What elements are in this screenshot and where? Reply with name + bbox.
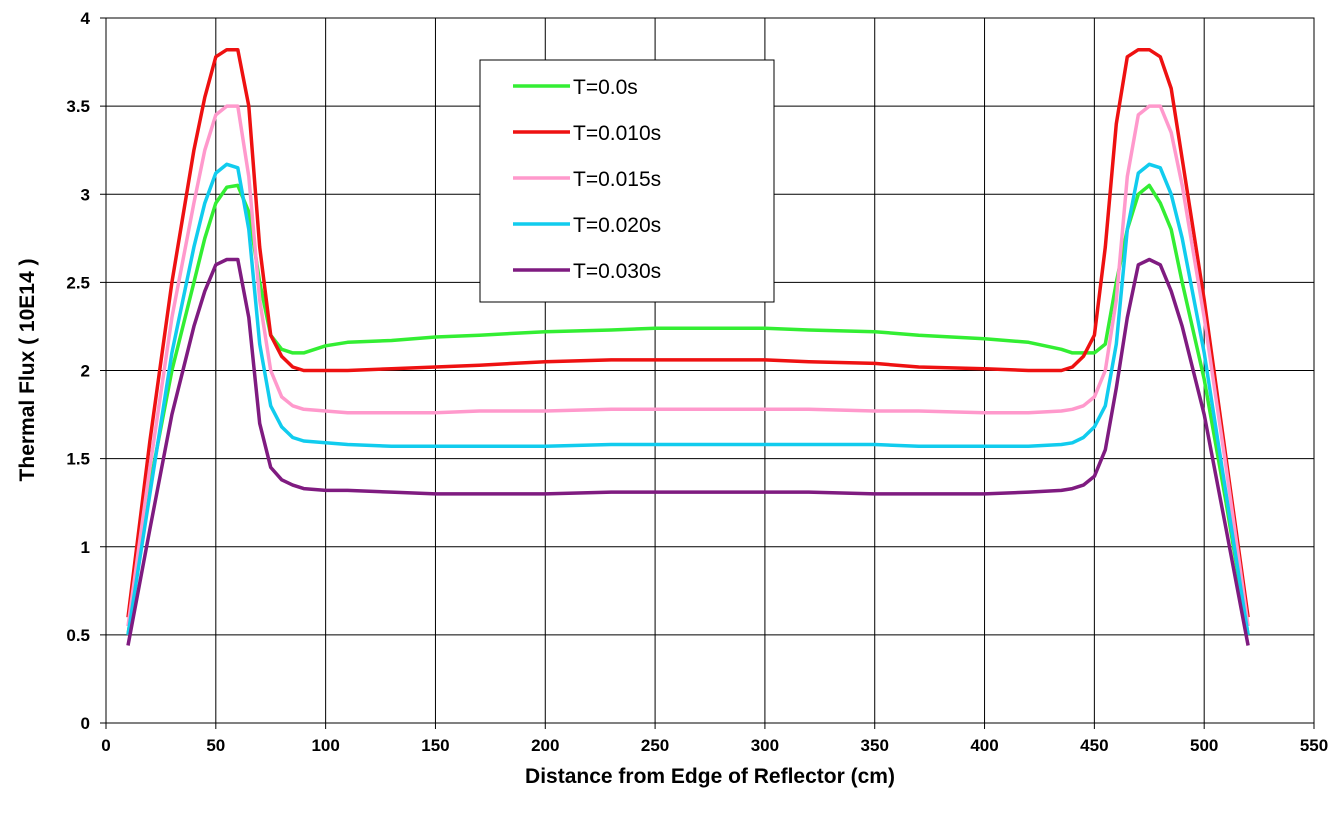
x-tick-label: 200 xyxy=(531,736,559,755)
y-tick-label: 2.5 xyxy=(66,273,90,292)
x-tick-label: 350 xyxy=(861,736,889,755)
x-tick-label: 250 xyxy=(641,736,669,755)
y-tick-label: 1 xyxy=(81,538,90,557)
x-tick-label: 500 xyxy=(1190,736,1218,755)
x-tick-label: 50 xyxy=(206,736,225,755)
series-line-4 xyxy=(126,257,1250,646)
legend-box xyxy=(479,59,775,303)
x-tick-label: 400 xyxy=(970,736,998,755)
legend-label-4: T=0.030s xyxy=(573,260,661,283)
x-tick-label: 300 xyxy=(751,736,779,755)
x-tick-label: 550 xyxy=(1300,736,1328,755)
x-tick-label: 450 xyxy=(1080,736,1108,755)
x-tick-label: 150 xyxy=(421,736,449,755)
legend: T=0.0s T=0.010s T=0.015s T=0.020s T=0.030s xyxy=(479,59,775,303)
series-line-0 xyxy=(126,183,1250,636)
y-axis-title: Thermal Flux ( 10E14 ) xyxy=(16,259,39,482)
y-tick-label: 0 xyxy=(81,714,90,733)
series-lines xyxy=(126,47,1250,646)
y-tick-label: 2 xyxy=(81,362,90,381)
y-axis-ticks: 0 0.5 1 1.5 2 2.5 3 3.5 4 xyxy=(66,9,106,733)
y-tick-label: 4 xyxy=(81,9,91,28)
x-axis-title: Distance from Edge of Reflector (cm) xyxy=(525,765,895,788)
x-axis-ticks: 0 50 100 150 200 250 300 350 400 450 500 550 xyxy=(101,723,1328,755)
series-line-1 xyxy=(126,47,1250,618)
y-tick-label: 3 xyxy=(81,185,90,204)
legend-label-1: T=0.010s xyxy=(573,122,661,145)
y-tick-label: 3.5 xyxy=(66,97,90,116)
series-line-3 xyxy=(126,162,1250,636)
legend-label-2: T=0.015s xyxy=(573,168,661,191)
y-tick-label: 0.5 xyxy=(66,626,90,645)
x-tick-label: 0 xyxy=(101,736,110,755)
y-tick-label: 1.5 xyxy=(66,450,90,469)
x-tick-label: 100 xyxy=(311,736,339,755)
series-line-2 xyxy=(126,104,1250,627)
legend-label-3: T=0.020s xyxy=(573,214,661,237)
legend-label-0: T=0.0s xyxy=(573,76,638,99)
